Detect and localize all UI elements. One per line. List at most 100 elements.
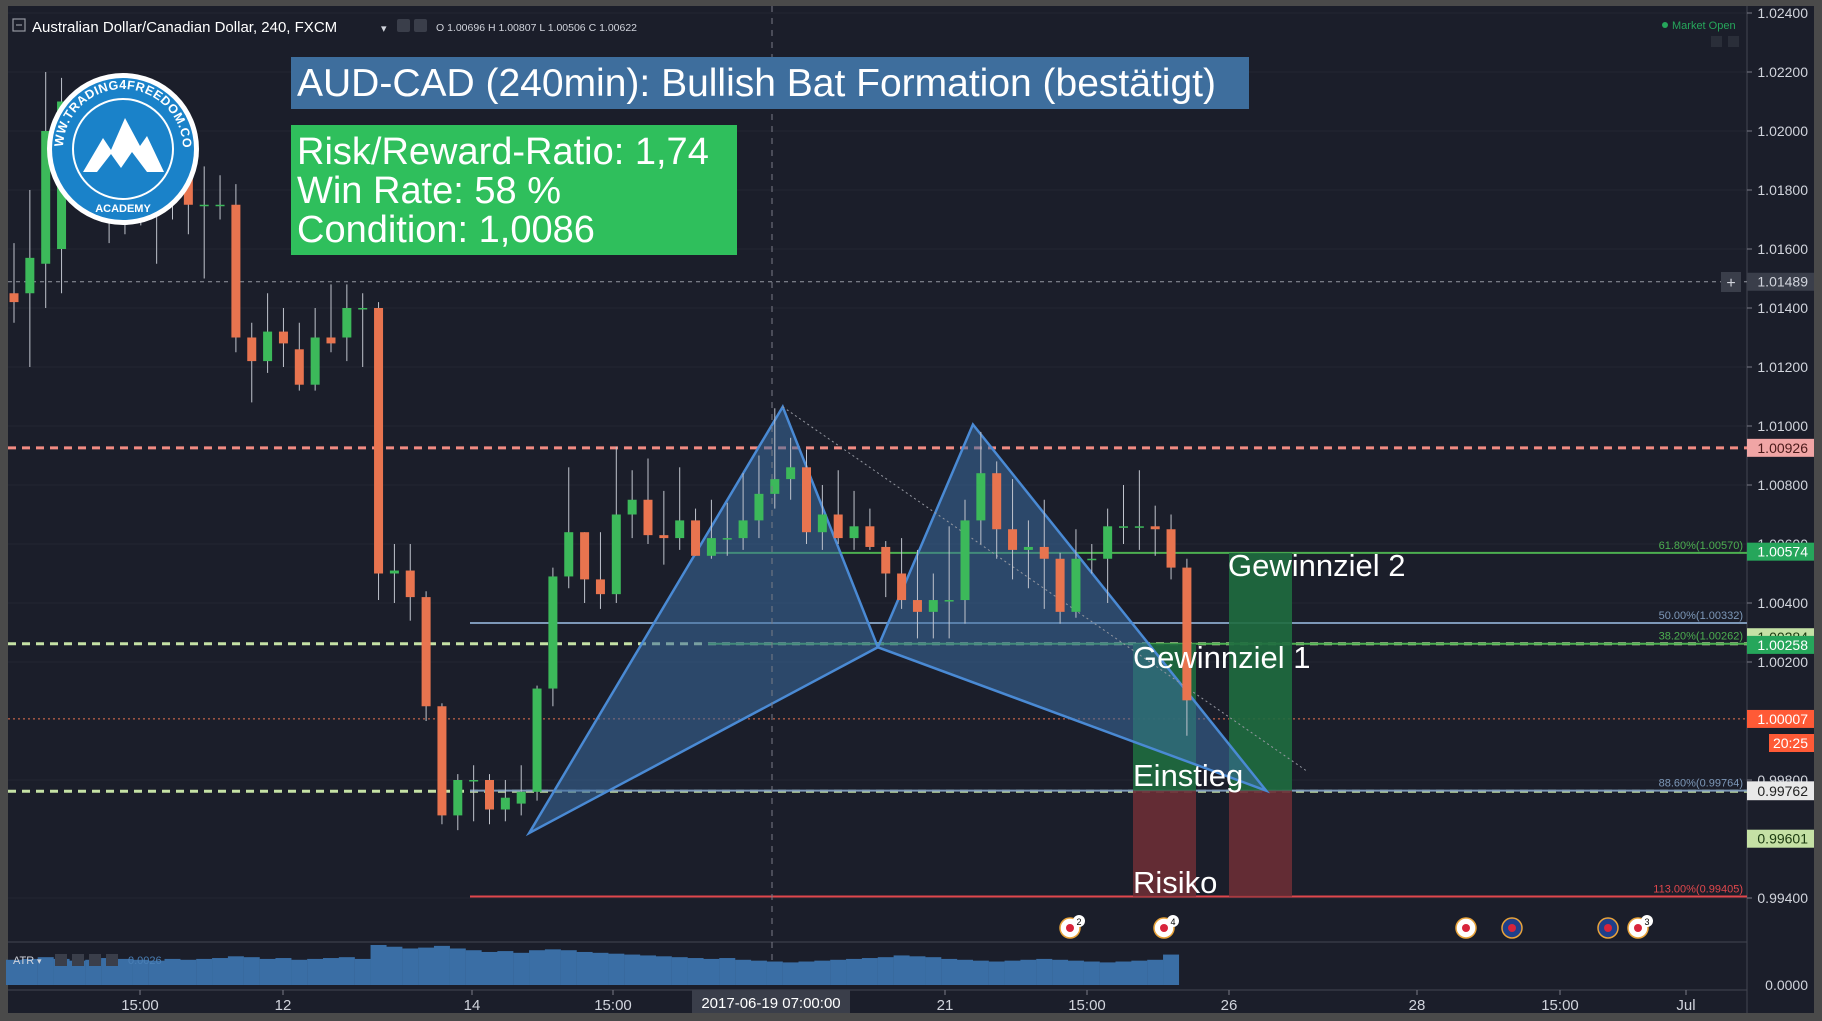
- title-box: [291, 57, 1249, 109]
- price-tick-label: 1.01800: [1757, 182, 1808, 198]
- candle-body: [786, 467, 796, 480]
- atr-bar: [640, 955, 656, 985]
- candle-body: [1134, 526, 1144, 528]
- atr-bar: [592, 952, 609, 985]
- candle-body: [659, 535, 669, 539]
- candle-body: [389, 570, 399, 574]
- fib-label: 38.20%(1.00262): [1659, 631, 1743, 643]
- atr-bar: [766, 961, 783, 985]
- price-scale-panel[interactable]: [1747, 6, 1814, 1013]
- mountain-shadow-icon: [97, 152, 147, 172]
- time-tick-label: 15:00: [594, 997, 632, 1014]
- countdown-tag: [1769, 734, 1814, 752]
- risk-zone[interactable]: [1133, 790, 1196, 897]
- chart-background: [8, 6, 1814, 1013]
- candle-body: [532, 688, 542, 792]
- atr-visibility-icon[interactable]: [55, 954, 67, 966]
- price-tag-label: 0.99601: [1757, 831, 1808, 847]
- atr-bar: [85, 959, 102, 985]
- atr-label[interactable]: ATR: [13, 955, 34, 967]
- candle-body: [9, 293, 19, 303]
- symbol-dropdown-icon[interactable]: ▾: [381, 23, 387, 35]
- atr-close-icon[interactable]: [89, 954, 101, 966]
- candle-body: [1103, 526, 1113, 559]
- title-banner: AUD-CAD (240min): Bullish Bat Formation …: [291, 57, 1249, 109]
- price-tick-label: 1.01000: [1757, 418, 1808, 434]
- event-badge-count: 3: [1644, 917, 1649, 927]
- event-flag-center: [1604, 924, 1612, 932]
- fib-label: 88.60%(0.99764): [1659, 778, 1743, 790]
- atr-bar: [830, 959, 847, 985]
- atr-bar: [497, 951, 514, 985]
- candle-body: [897, 573, 907, 601]
- atr-bar: [21, 958, 38, 985]
- price-tick-label: 1.01200: [1757, 359, 1808, 375]
- atr-settings-icon[interactable]: [72, 954, 84, 966]
- candle-body: [976, 473, 986, 521]
- candle-body: [912, 600, 922, 612]
- price-tick-label: 0.99400: [1757, 890, 1808, 906]
- event-flag-center: [1066, 924, 1074, 932]
- candle-body: [865, 526, 875, 547]
- price-tag-label: 1.00007: [1757, 711, 1808, 727]
- atr-bar: [1147, 959, 1164, 985]
- candle-body: [183, 175, 193, 205]
- atr-bar: [798, 961, 815, 985]
- event-badge: [1167, 915, 1179, 927]
- label-entry: Einstieg: [1133, 758, 1243, 793]
- candle-body: [374, 308, 384, 574]
- candle-body: [485, 780, 494, 810]
- candle-body: [849, 526, 859, 539]
- candle-body: [358, 308, 368, 310]
- risk-zone[interactable]: [1229, 790, 1292, 897]
- atr-bar: [1083, 961, 1100, 985]
- candle-body: [691, 520, 701, 556]
- atr-more-icon[interactable]: [106, 954, 118, 966]
- atr-bar: [814, 960, 831, 985]
- stats-box: Risk/Reward-Ratio: 1,74 Win Rate: 58 % C…: [291, 125, 737, 255]
- candle-body: [1055, 558, 1065, 612]
- atr-dropdown-icon[interactable]: ▾: [37, 956, 42, 966]
- add-line-button[interactable]: [1721, 272, 1741, 292]
- price-tag-label: 1.01489: [1757, 274, 1808, 290]
- atr-bar: [227, 956, 244, 985]
- plus-icon: +: [1726, 275, 1735, 292]
- settings-icon[interactable]: [397, 19, 410, 32]
- atr-bar: [481, 951, 498, 985]
- collapse-icon[interactable]: [12, 18, 26, 32]
- atr-bar: [988, 961, 1005, 985]
- atr-bar: [608, 953, 625, 985]
- price-tag: [1747, 635, 1814, 654]
- atr-bar: [1020, 959, 1037, 985]
- atr-bar: [180, 959, 197, 985]
- atr-bar: [893, 955, 910, 985]
- event-flag-center: [1160, 924, 1168, 932]
- candle-body: [294, 349, 304, 385]
- atr-bar: [449, 948, 466, 985]
- atr-bar: [972, 960, 989, 985]
- candle-body: [263, 331, 273, 362]
- candle-body: [627, 499, 637, 515]
- event-flag-center: [1462, 924, 1470, 932]
- candle-body: [992, 473, 1002, 530]
- pane-close-icon[interactable]: [1728, 36, 1739, 47]
- profit-zone[interactable]: [1229, 552, 1292, 791]
- candle-body: [1008, 529, 1018, 550]
- event-markers[interactable]: 2 4 3: [1059, 915, 1653, 939]
- symbol-title[interactable]: Australian Dollar/Canadian Dollar, 240, …: [32, 19, 337, 36]
- candle-body: [326, 337, 336, 344]
- pane-maximize-icon[interactable]: [1711, 36, 1722, 47]
- ohlc-values: O 1.00696 H 1.00807 L 1.00506 C 1.00622: [436, 22, 637, 34]
- fib-label: 113.00%(0.99405): [1653, 884, 1743, 896]
- price-tick-label: 1.02000: [1757, 123, 1808, 139]
- price-tag: [1747, 709, 1814, 728]
- candle-body: [675, 520, 685, 539]
- atr-bar: [6, 959, 22, 985]
- title-text: AUD-CAD (240min): Bullish Bat Formation …: [297, 62, 1216, 105]
- candle-body: [1087, 558, 1097, 561]
- atr-bar: [941, 958, 958, 985]
- candle-body: [25, 257, 35, 294]
- candle-body: [928, 600, 938, 612]
- close-icon[interactable]: [414, 19, 427, 32]
